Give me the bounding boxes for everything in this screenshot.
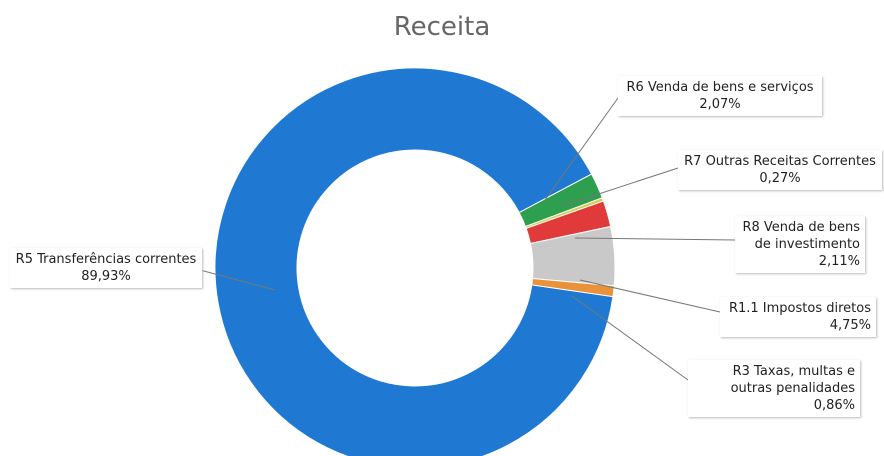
data-label: R1.1 Impostos diretos 4,75% — [720, 297, 876, 337]
leader-line — [199, 269, 276, 291]
label-name: R7 Outras Receitas Correntes — [684, 154, 876, 169]
label-value: 2,07% — [699, 97, 741, 112]
label-name: R3 Taxas, multas e outras penalidades — [730, 364, 855, 396]
data-label: R6 Venda de bens e serviços 2,07% — [618, 76, 822, 116]
label-name: R6 Venda de bens e serviços — [626, 80, 814, 95]
leader-line — [561, 167, 679, 207]
label-name: R8 Venda de bens de investimento — [742, 220, 860, 252]
donut-slice — [214, 67, 614, 456]
leader-line — [571, 295, 689, 381]
label-value: 89,93% — [81, 269, 131, 284]
donut-slice — [531, 277, 615, 298]
data-label: R7 Outras Receitas Correntes 0,27% — [678, 150, 882, 190]
label-name: R1.1 Impostos diretos — [728, 301, 871, 316]
label-value: 0,86% — [813, 398, 855, 413]
data-label: R8 Venda de bens de investimento 2,11% — [735, 216, 865, 273]
leader-line — [579, 279, 721, 313]
leader-line — [544, 97, 619, 201]
label-value: 4,75% — [829, 318, 871, 333]
data-label: R3 Taxas, multas e outras penalidades 0,8… — [688, 360, 860, 417]
leader-line — [574, 237, 736, 241]
chart-title: Receita — [393, 12, 491, 42]
label-name: R5 Transferências correntes — [15, 252, 197, 267]
label-value: 0,27% — [759, 171, 801, 186]
label-value: 2,11% — [818, 254, 860, 269]
data-label: R5 Transferências correntes 89,93% — [10, 248, 202, 288]
